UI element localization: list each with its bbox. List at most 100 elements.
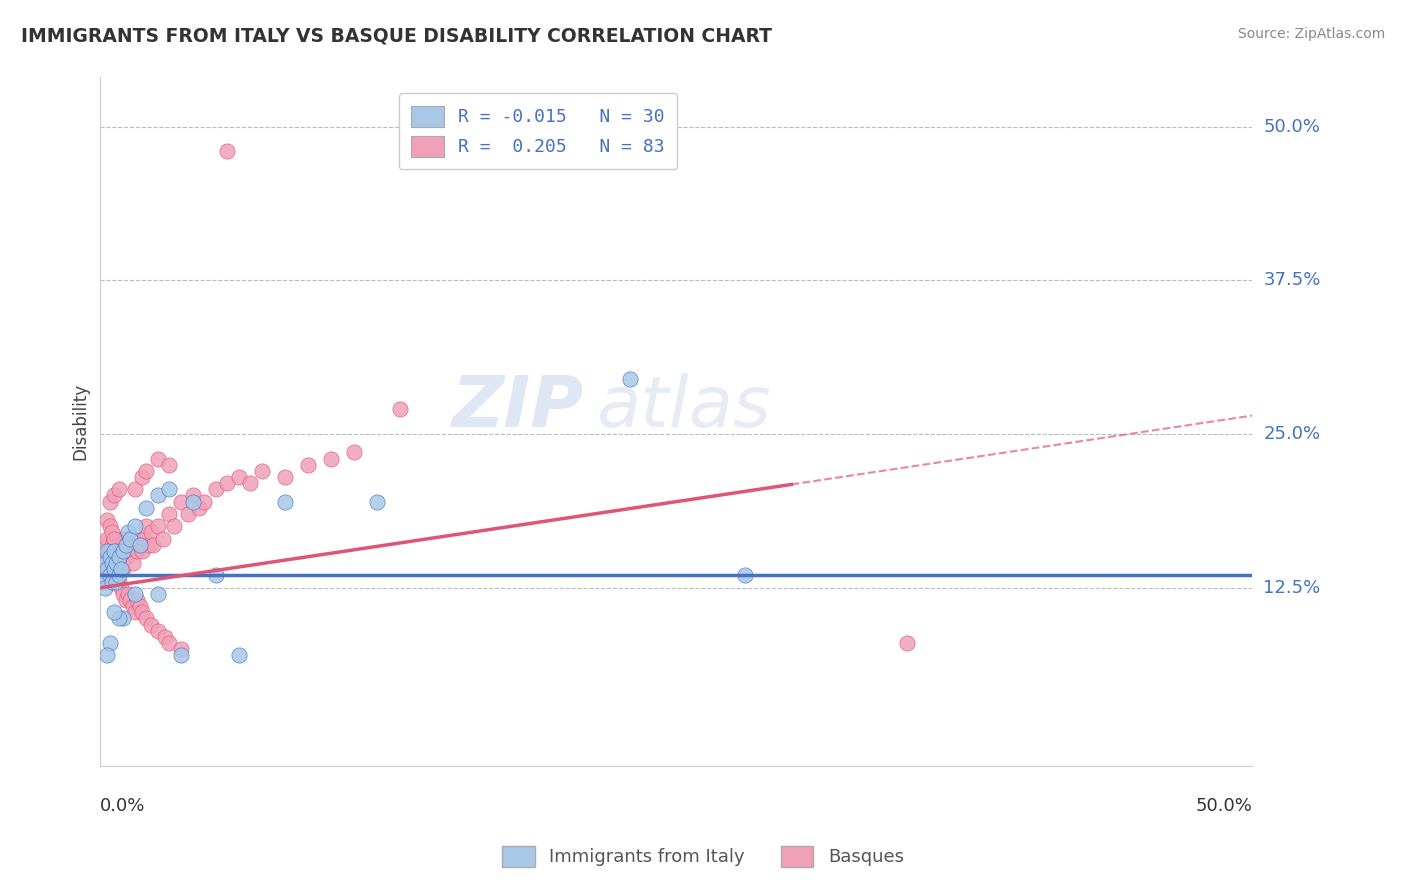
Point: [103, 556, 125, 570]
Point: [98, 549, 121, 564]
Text: 50.0%: 50.0%: [1195, 797, 1253, 814]
Point: [273, 494, 295, 508]
Point: [103, 532, 125, 546]
Point: [215, 145, 238, 159]
Point: [105, 556, 128, 570]
Point: [98, 519, 121, 533]
Text: IMMIGRANTS FROM ITALY VS BASQUE DISABILITY CORRELATION CHART: IMMIGRANTS FROM ITALY VS BASQUE DISABILI…: [21, 27, 772, 45]
Point: [98, 568, 121, 582]
Point: [96, 532, 118, 546]
Point: [215, 476, 238, 491]
Point: [114, 538, 136, 552]
Point: [110, 581, 132, 595]
Point: [152, 532, 174, 546]
Point: [170, 494, 193, 508]
Point: [896, 636, 918, 650]
Point: [239, 476, 262, 491]
Point: [734, 568, 756, 582]
Point: [135, 500, 157, 515]
Point: [110, 562, 132, 576]
Point: [105, 544, 128, 558]
Point: [181, 488, 204, 502]
Point: [204, 568, 226, 582]
Point: [117, 532, 139, 546]
Point: [91, 574, 114, 589]
Point: [124, 519, 146, 533]
Point: [146, 488, 169, 502]
Point: [159, 636, 181, 650]
Point: [103, 488, 125, 502]
Point: [170, 642, 193, 657]
Point: [135, 464, 157, 478]
Point: [146, 587, 169, 601]
Point: [103, 605, 125, 619]
Point: [159, 507, 181, 521]
Point: [159, 458, 181, 472]
Point: [204, 483, 226, 497]
Point: [107, 562, 129, 576]
Point: [101, 525, 124, 540]
Point: [619, 372, 641, 386]
Point: [124, 587, 146, 601]
Point: [163, 519, 186, 533]
Point: [343, 445, 366, 459]
Point: [124, 605, 146, 619]
Point: [114, 593, 136, 607]
Point: [103, 562, 125, 576]
Point: [107, 611, 129, 625]
Point: [94, 538, 117, 552]
Text: 0.0%: 0.0%: [100, 797, 146, 814]
Point: [121, 599, 143, 614]
Point: [124, 483, 146, 497]
Point: [98, 568, 121, 582]
Point: [94, 556, 117, 570]
Point: [103, 532, 125, 546]
Text: atlas: atlas: [596, 374, 770, 442]
Point: [120, 593, 142, 607]
Point: [139, 617, 162, 632]
Point: [135, 519, 157, 533]
Point: [112, 538, 135, 552]
Point: [101, 556, 124, 570]
Point: [128, 599, 150, 614]
Text: 25.0%: 25.0%: [1264, 425, 1320, 443]
Point: [120, 532, 142, 546]
Point: [146, 519, 169, 533]
Point: [105, 574, 128, 589]
Point: [146, 451, 169, 466]
Point: [366, 494, 388, 508]
Point: [319, 451, 342, 466]
Point: [105, 568, 128, 582]
Point: [131, 470, 153, 484]
Point: [112, 544, 135, 558]
Point: [101, 574, 124, 589]
Point: [98, 494, 121, 508]
Point: [112, 562, 135, 576]
Text: 50.0%: 50.0%: [1264, 118, 1320, 136]
Point: [188, 500, 211, 515]
Point: [388, 402, 411, 417]
Point: [138, 538, 160, 552]
Point: [107, 568, 129, 582]
Point: [112, 611, 135, 625]
Point: [127, 593, 149, 607]
Point: [96, 556, 118, 570]
Point: [101, 562, 124, 576]
Point: [250, 464, 273, 478]
Point: [107, 483, 129, 497]
Point: [131, 544, 153, 558]
Point: [103, 544, 125, 558]
Point: [127, 544, 149, 558]
Point: [193, 494, 215, 508]
Point: [181, 494, 204, 508]
Point: [114, 549, 136, 564]
Point: [228, 648, 250, 663]
Point: [135, 611, 157, 625]
Point: [96, 513, 118, 527]
Text: 37.5%: 37.5%: [1264, 271, 1320, 289]
Point: [142, 538, 165, 552]
Point: [228, 470, 250, 484]
Text: ZIP: ZIP: [451, 374, 583, 442]
Point: [273, 470, 295, 484]
Point: [91, 568, 114, 582]
